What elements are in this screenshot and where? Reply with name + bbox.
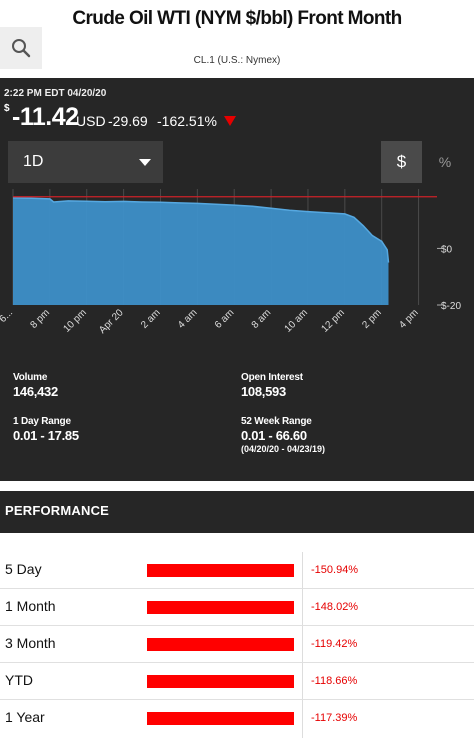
performance-bar xyxy=(147,675,294,688)
percent-view-button[interactable]: % xyxy=(438,154,452,170)
x-tick-label: 4 pm xyxy=(397,307,421,331)
volume-stat: Volume 146,432 xyxy=(13,372,58,399)
performance-row: 1 Year -117.39% xyxy=(0,700,474,737)
chart-area xyxy=(13,197,389,305)
performance-row-label: 1 Year xyxy=(5,709,45,725)
performance-row-label: 1 Month xyxy=(5,598,56,614)
performance-row-value: -117.39% xyxy=(311,712,358,724)
performance-divider xyxy=(302,552,303,738)
performance-row-label: 5 Day xyxy=(5,561,42,577)
quote-timestamp: 2:22 PM EDT 04/20/20 xyxy=(4,88,107,99)
performance-row-value: -118.66% xyxy=(311,675,358,687)
y-tick-label: $0 xyxy=(441,244,453,255)
volume-label: Volume xyxy=(13,372,48,383)
dollar-view-button[interactable]: $ xyxy=(381,141,422,183)
y-tick-label: $-20 xyxy=(441,301,461,312)
performance-row-value: -119.42% xyxy=(311,638,358,650)
performance-row-value: -148.02% xyxy=(311,601,359,613)
last-price: -11.42 xyxy=(12,103,79,131)
performance-header: PERFORMANCE xyxy=(0,491,474,533)
chart-line xyxy=(12,197,390,263)
open-interest-label: Open Interest xyxy=(241,372,303,383)
performance-bar xyxy=(147,601,294,614)
volume-value: 146,432 xyxy=(13,384,58,399)
performance-bar xyxy=(147,712,294,725)
performance-bar xyxy=(147,638,294,651)
price-unit: USD xyxy=(76,113,106,129)
open-interest-value: 108,593 xyxy=(241,384,286,399)
search-icon xyxy=(12,39,31,58)
page-title: Crude Oil WTI (NYM $/bbl) Front Month xyxy=(72,8,402,29)
week52-range-label: 52 Week Range xyxy=(241,416,312,427)
performance-row: 5 Day -150.94% xyxy=(0,552,474,589)
week52-range-value: 0.01 - 66.60 xyxy=(241,428,307,443)
x-tick-label: 10 pm xyxy=(61,307,88,334)
performance-row-label: YTD xyxy=(5,672,33,688)
performance-row-value: -150.94% xyxy=(311,564,359,576)
x-tick-label: 6... xyxy=(0,307,15,325)
price-change: -29.69 xyxy=(108,113,148,129)
day-range-value: 0.01 - 17.85 xyxy=(13,428,79,443)
price-change-percent: -162.51% xyxy=(157,113,217,129)
x-tick-label: 8 am xyxy=(250,307,274,331)
x-tick-label: 2 pm xyxy=(360,307,384,331)
week52-range-stat: 52 Week Range 0.01 - 66.60 (04/20/20 - 0… xyxy=(241,416,325,454)
performance-row-label: 3 Month xyxy=(5,635,56,651)
price-row: $ -11.42 USD -29.69 -162.51% xyxy=(4,103,474,133)
page-header: Crude Oil WTI (NYM $/bbl) Front Month CL… xyxy=(0,0,474,78)
time-range-dropdown[interactable]: 1D xyxy=(8,141,163,183)
performance-row: 1 Month -148.02% xyxy=(0,589,474,626)
x-tick-label: Apr 20 xyxy=(97,307,126,336)
performance-table: 5 Day -150.94% 1 Month -148.02% 3 Month … xyxy=(0,552,474,737)
open-interest-stat: Open Interest 108,593 xyxy=(241,372,303,399)
day-range-label: 1 Day Range xyxy=(13,416,71,427)
time-range-value: 1D xyxy=(23,153,44,170)
instrument-subtitle: CL.1 (U.S.: Nymex) xyxy=(193,55,281,66)
currency-symbol: $ xyxy=(4,103,10,114)
price-chart: $0 $-20 6... 8 pm 10 pm Apr 20 2 am 4 am 6 am 8 a… xyxy=(0,189,461,336)
x-tick-label: 4 am xyxy=(176,307,200,331)
x-tick-label: 10 am xyxy=(283,307,310,334)
performance-row: 3 Month -119.42% xyxy=(0,626,474,663)
x-tick-label: 8 pm xyxy=(28,307,52,331)
x-tick-label: 12 pm xyxy=(320,307,347,334)
day-range-stat: 1 Day Range 0.01 - 17.85 xyxy=(13,416,79,443)
x-tick-label: 6 am xyxy=(213,307,237,331)
quote-panel: 2:22 PM EDT 04/20/20 $ -11.42 USD -29.69… xyxy=(0,78,474,481)
performance-row: YTD -118.66% xyxy=(0,663,474,700)
performance-bar xyxy=(147,564,294,577)
chevron-down-icon xyxy=(139,159,151,166)
week52-range-dates: (04/20/20 - 04/23/19) xyxy=(241,444,326,454)
x-tick-label: 2 am xyxy=(139,307,163,331)
down-arrow-icon xyxy=(224,116,236,126)
search-button[interactable] xyxy=(0,27,42,69)
